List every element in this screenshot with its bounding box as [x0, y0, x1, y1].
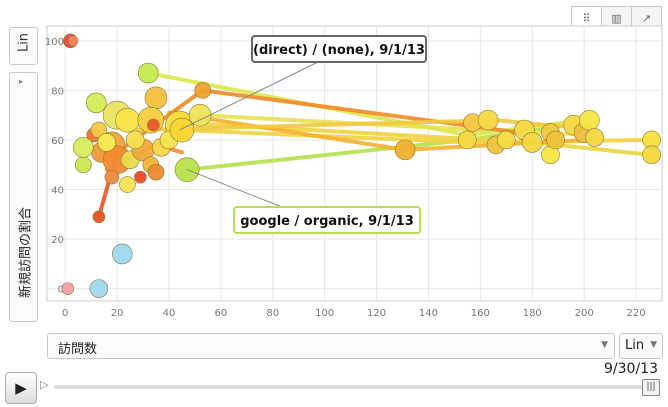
data-bubble — [194, 82, 211, 99]
y-tick-label: 100 — [45, 37, 64, 48]
bar-chart-icon: ▥ — [611, 11, 622, 25]
x-tick-label: 40 — [163, 308, 176, 319]
timeline-slider[interactable] — [54, 385, 658, 389]
callout-box — [251, 35, 427, 63]
data-bubble — [458, 130, 477, 150]
data-bubble — [579, 109, 600, 131]
y-tick-label: 20 — [51, 235, 64, 246]
grip-icon: ||| — [646, 382, 656, 392]
chevron-down-icon: ▼ — [601, 340, 608, 350]
data-bubble — [147, 163, 165, 181]
callout-label-direct: (direct) / (none), 9/1/13 — [253, 43, 425, 58]
data-bubble — [477, 109, 499, 131]
data-bubble — [137, 62, 159, 84]
data-bubble — [125, 130, 145, 150]
data-bubble — [89, 279, 109, 298]
data-bubble — [67, 35, 79, 47]
speed-icon[interactable]: ▷ — [40, 378, 49, 391]
data-bubble — [75, 156, 92, 174]
y-tick-label: 40 — [51, 186, 64, 197]
data-bubble — [188, 103, 212, 127]
bubble-chart: 0 20 40 60 80 100 120 140 160 180 200 220 0 20 40 60 80 1… — [45, 25, 663, 319]
y-scale-select[interactable]: Lin — [9, 27, 38, 65]
y-tick-label: 60 — [51, 136, 64, 147]
callout-label-google: google / organic, 9/1/13 — [240, 214, 414, 229]
x-metric-select[interactable]: 訪問数 ▼ — [47, 333, 615, 359]
data-bubble — [642, 145, 661, 165]
timeline-thumb[interactable]: ||| — [642, 379, 660, 396]
x-scale-label: Lin — [625, 338, 645, 353]
data-bubble — [394, 139, 416, 161]
data-bubble — [115, 107, 140, 133]
x-tick-label: 80 — [266, 308, 279, 319]
x-tick-label: 160 — [471, 308, 490, 319]
data-bubble — [73, 137, 94, 158]
x-tick-label: 200 — [575, 308, 594, 319]
data-bubble — [119, 176, 136, 193]
x-tick-label: 100 — [315, 308, 334, 319]
data-bubble — [61, 282, 75, 295]
x-tick-label: 0 — [62, 308, 68, 319]
data-bubble — [92, 210, 106, 224]
data-bubble — [585, 128, 604, 147]
bubble-chart-icon: ⠿ — [582, 11, 591, 25]
data-bubble — [546, 130, 565, 150]
x-tick-label: 20 — [111, 308, 124, 319]
data-bubble — [144, 86, 168, 110]
plot-area — [46, 25, 663, 302]
data-bubble — [521, 132, 543, 153]
chevron-down-icon: ▼ — [650, 340, 657, 350]
data-bubble — [134, 170, 147, 184]
current-date-label: 9/30/13 — [604, 361, 658, 377]
callout-leader-line — [179, 61, 319, 131]
x-scale-select[interactable]: Lin ▼ — [619, 333, 663, 359]
play-icon: ▶ — [15, 379, 27, 397]
callout-leader-line — [186, 169, 283, 208]
x-tick-label: 220 — [627, 308, 646, 319]
y-metric-select[interactable]: ▸ 新規訪問の割合 — [9, 72, 38, 322]
x-metric-label: 訪問数 — [58, 342, 98, 357]
chevron-right-icon: ▸ — [19, 77, 24, 86]
data-bubble — [169, 117, 195, 143]
data-bubble — [104, 169, 120, 185]
data-bubble — [147, 118, 160, 132]
y-tick-label: 0 — [58, 285, 64, 296]
x-tick-label: 60 — [214, 308, 227, 319]
callout-box — [233, 206, 421, 234]
play-button[interactable]: ▶ — [5, 372, 37, 404]
x-tick-label: 120 — [367, 308, 386, 319]
data-bubble — [97, 133, 116, 152]
data-bubble — [86, 92, 107, 114]
data-bubble — [111, 243, 133, 265]
line-chart-icon: ↗ — [641, 11, 652, 25]
x-tick-label: 140 — [419, 308, 438, 319]
x-tick-label: 180 — [523, 308, 542, 319]
data-bubble — [497, 130, 516, 150]
y-tick-label: 80 — [51, 86, 64, 97]
